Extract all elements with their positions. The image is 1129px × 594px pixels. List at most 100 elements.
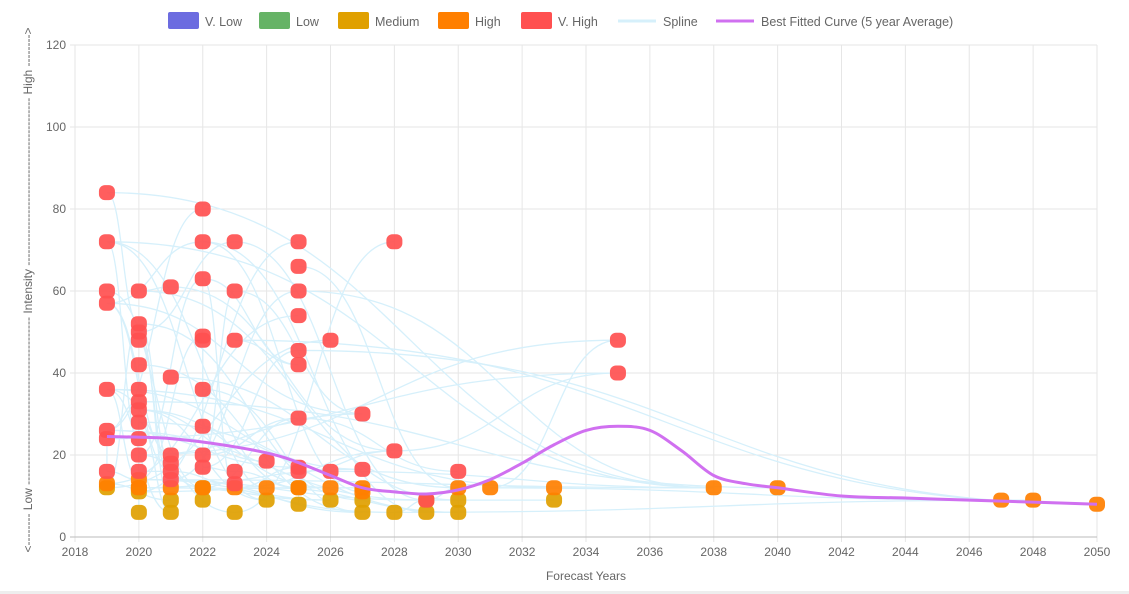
data-point[interactable] <box>98 283 115 299</box>
legend-item[interactable]: Best Fitted Curve (5 year Average) <box>716 15 953 29</box>
best-fit-line <box>106 424 1098 506</box>
data-point[interactable] <box>130 332 147 348</box>
data-point[interactable] <box>98 381 115 397</box>
data-point[interactable] <box>546 492 563 508</box>
data-point[interactable] <box>322 492 339 508</box>
data-point[interactable] <box>162 369 179 385</box>
data-point[interactable] <box>194 447 211 463</box>
data-point[interactable] <box>98 185 115 201</box>
data-point[interactable] <box>258 453 275 469</box>
data-point[interactable] <box>258 492 275 508</box>
data-point[interactable] <box>386 504 403 520</box>
data-point[interactable] <box>98 463 115 479</box>
spline-line <box>234 339 1098 505</box>
data-point[interactable] <box>226 463 243 479</box>
data-point[interactable] <box>162 279 179 295</box>
data-point[interactable] <box>130 447 147 463</box>
data-point[interactable] <box>130 463 147 479</box>
data-point[interactable] <box>130 402 147 418</box>
spline-line <box>234 466 299 489</box>
data-point[interactable] <box>354 406 371 422</box>
data-point[interactable] <box>418 504 435 520</box>
spline-line <box>298 265 459 489</box>
data-point[interactable] <box>322 480 339 496</box>
data-point[interactable] <box>609 332 626 348</box>
data-point[interactable] <box>322 332 339 348</box>
data-point[interactable] <box>194 234 211 250</box>
data-point[interactable] <box>130 414 147 430</box>
data-point[interactable] <box>226 476 243 492</box>
spline-line <box>106 241 714 489</box>
data-point[interactable] <box>194 381 211 397</box>
spline-line <box>106 302 363 415</box>
data-point[interactable] <box>226 283 243 299</box>
legend[interactable]: V. Low Low Medium High V. High Spline Best Fit… <box>168 12 953 29</box>
data-point[interactable] <box>130 504 147 520</box>
data-point[interactable] <box>290 308 307 324</box>
data-point[interactable] <box>226 504 243 520</box>
legend-item[interactable]: Low <box>259 12 320 29</box>
data-point[interactable] <box>290 410 307 426</box>
spline-line <box>298 349 1098 505</box>
spline-line <box>138 335 203 481</box>
data-point[interactable] <box>194 271 211 287</box>
data-point[interactable] <box>98 476 115 492</box>
data-point[interactable] <box>450 504 467 520</box>
data-point[interactable] <box>290 258 307 274</box>
data-point[interactable] <box>258 480 275 496</box>
y-tick-label: 20 <box>53 448 67 462</box>
data-point[interactable] <box>162 472 179 488</box>
data-point[interactable] <box>194 332 211 348</box>
legend-item[interactable]: High <box>438 12 501 29</box>
data-point[interactable] <box>98 431 115 447</box>
data-point[interactable] <box>290 496 307 512</box>
data-point[interactable] <box>194 480 211 496</box>
data-point[interactable] <box>386 234 403 250</box>
data-point[interactable] <box>609 365 626 381</box>
data-point[interactable] <box>290 463 307 479</box>
data-point[interactable] <box>354 461 371 477</box>
data-point[interactable] <box>130 357 147 373</box>
data-point[interactable] <box>450 463 467 479</box>
x-tick-label: 2044 <box>892 545 919 559</box>
data-point[interactable] <box>194 459 211 475</box>
data-point[interactable] <box>162 504 179 520</box>
legend-item[interactable]: Spline <box>618 15 698 29</box>
data-point[interactable] <box>226 332 243 348</box>
data-point[interactable] <box>290 283 307 299</box>
data-point[interactable] <box>130 283 147 299</box>
spline-line <box>138 290 459 501</box>
data-point[interactable] <box>226 234 243 250</box>
x-tick-label: 2030 <box>445 545 472 559</box>
data-point[interactable] <box>290 234 307 250</box>
data-point[interactable] <box>705 480 722 496</box>
spline-line <box>202 278 299 366</box>
data-point[interactable] <box>194 492 211 508</box>
data-point[interactable] <box>450 492 467 508</box>
data-point[interactable] <box>130 381 147 397</box>
data-point[interactable] <box>98 295 115 311</box>
data-point[interactable] <box>354 504 371 520</box>
data-point[interactable] <box>290 480 307 496</box>
legend-item[interactable]: V. High <box>521 12 598 29</box>
legend-swatch <box>438 12 469 29</box>
data-point[interactable] <box>386 443 403 459</box>
data-point[interactable] <box>290 342 307 358</box>
data-point[interactable] <box>546 480 563 496</box>
spline-line <box>138 278 203 456</box>
spline-line <box>138 478 714 489</box>
data-point[interactable] <box>290 357 307 373</box>
data-point[interactable] <box>1025 492 1042 508</box>
legend-swatch <box>168 12 199 29</box>
data-point[interactable] <box>194 418 211 434</box>
legend-item[interactable]: V. Low <box>168 12 243 29</box>
spline-line <box>298 450 395 473</box>
data-point[interactable] <box>162 492 179 508</box>
data-point[interactable] <box>194 201 211 217</box>
spline-line <box>330 470 714 489</box>
data-point[interactable] <box>482 480 499 496</box>
legend-item[interactable]: Medium <box>338 12 419 29</box>
data-point[interactable] <box>98 234 115 250</box>
data-point[interactable] <box>418 492 435 508</box>
